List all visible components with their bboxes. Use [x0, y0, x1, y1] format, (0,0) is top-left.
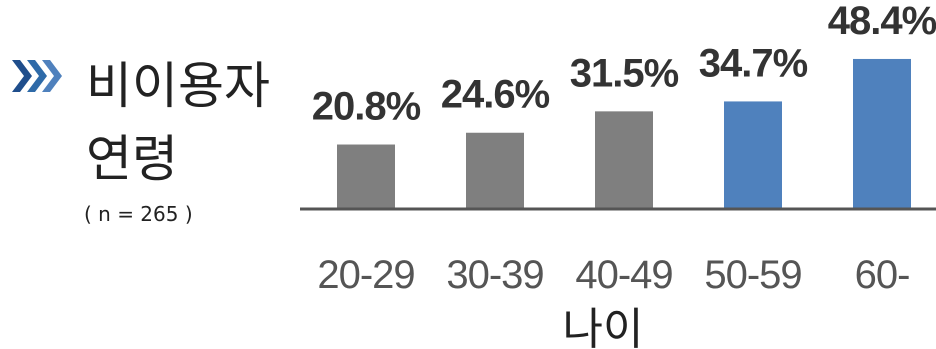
chart-title: 비이용자: [86, 57, 270, 115]
bar-series: 20.8% 24.6% 31.5% 34.7% 48.4%: [312, 0, 936, 210]
chart-title-line2: 연령: [86, 130, 178, 188]
bar-50-59: [724, 101, 782, 209]
x-tick-labels: 20-29 30-39 40-49 50-59 60-: [317, 253, 910, 297]
triple-chevron-right-icon: [12, 60, 62, 92]
x-tick-50-59: 50-59: [704, 253, 801, 297]
x-tick-40-49: 40-49: [575, 253, 672, 297]
x-tick-20-29: 20-29: [317, 253, 414, 297]
data-label-30-39: 24.6%: [441, 73, 550, 117]
bar-30-39: [466, 132, 524, 209]
data-label-60-: 48.4%: [828, 0, 936, 43]
bar-40-49: [595, 111, 653, 209]
x-tick-60-: 60-: [855, 253, 910, 297]
x-tick-30-39: 30-39: [446, 253, 543, 297]
sample-size: ( n = 265 ): [84, 202, 193, 226]
data-label-50-59: 34.7%: [699, 41, 808, 85]
x-axis-label: 나이: [563, 304, 644, 349]
data-label-40-49: 31.5%: [570, 51, 679, 95]
bar-20-29: [337, 144, 395, 209]
data-label-20-29: 20.8%: [312, 85, 421, 129]
bar-60-: [853, 58, 911, 210]
